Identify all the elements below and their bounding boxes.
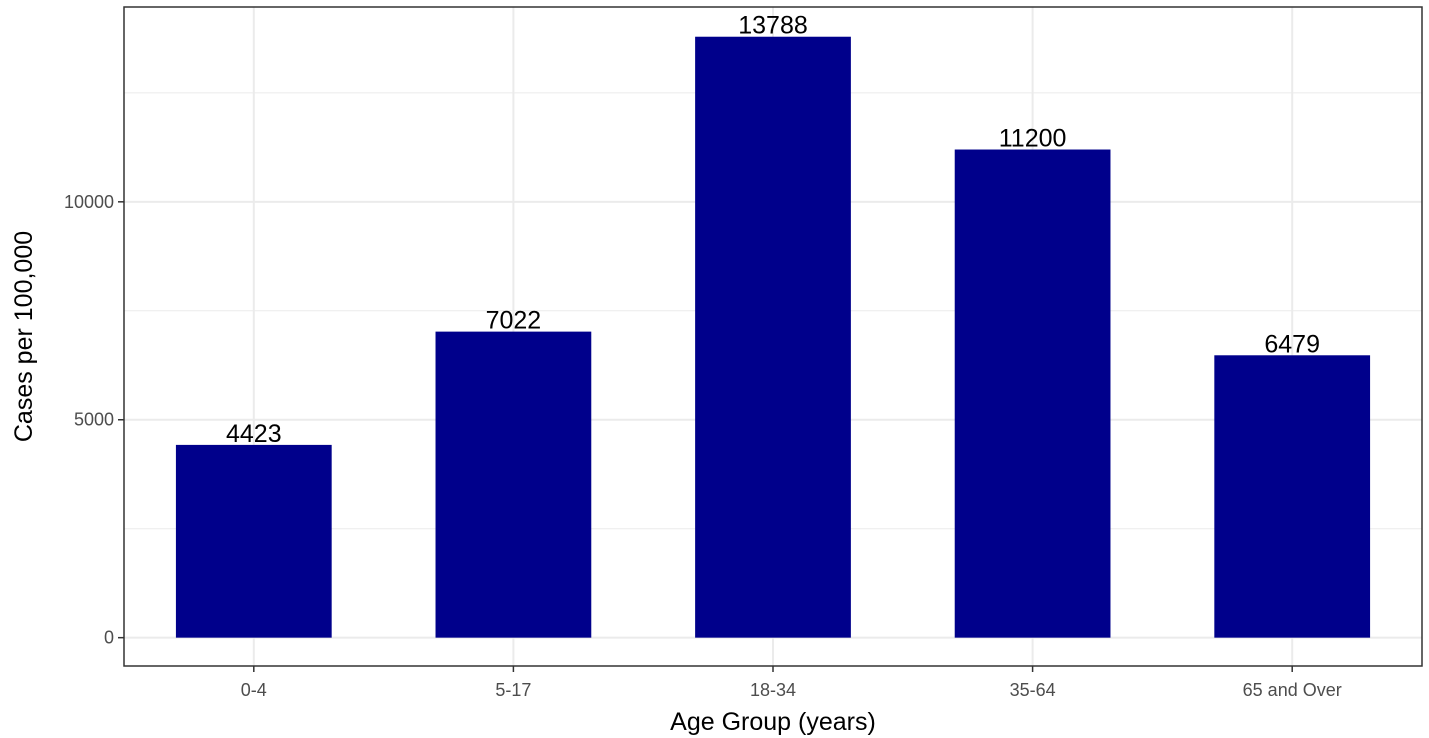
data-label: 4423 <box>226 420 282 448</box>
bar-0-4 <box>175 444 332 638</box>
data-label: 7022 <box>486 307 542 335</box>
x-tick-label: 35-64 <box>1010 680 1056 700</box>
y-axis-title: Cases per 100,000 <box>10 231 38 442</box>
y-tick-label: 0 <box>104 628 114 648</box>
x-axis-title: Age Group (years) <box>670 708 876 736</box>
x-tick-label: 18-34 <box>750 680 796 700</box>
data-label: 11200 <box>999 125 1067 153</box>
bar-18-34 <box>695 36 851 638</box>
bar-35-64 <box>954 149 1111 638</box>
x-tick-label: 0-4 <box>241 680 267 700</box>
data-label: 6479 <box>1264 330 1320 358</box>
y-tick-label: 10000 <box>64 192 114 212</box>
y-tick-label: 5000 <box>74 410 114 430</box>
data-label: 13788 <box>738 12 808 40</box>
x-tick-label: 5-17 <box>495 680 531 700</box>
bar-5-17 <box>435 331 592 638</box>
x-axis-ticks: 0-4 5-17 18-34 35-64 65 and Over <box>241 666 1342 700</box>
data-labels: 4423 7022 13788 11200 6479 <box>226 12 1320 448</box>
y-axis-ticks: 0 5000 10000 <box>64 192 124 648</box>
bar-65-and-over <box>1214 355 1371 638</box>
x-tick-label: 65 and Over <box>1243 680 1342 700</box>
bars <box>175 36 1371 638</box>
